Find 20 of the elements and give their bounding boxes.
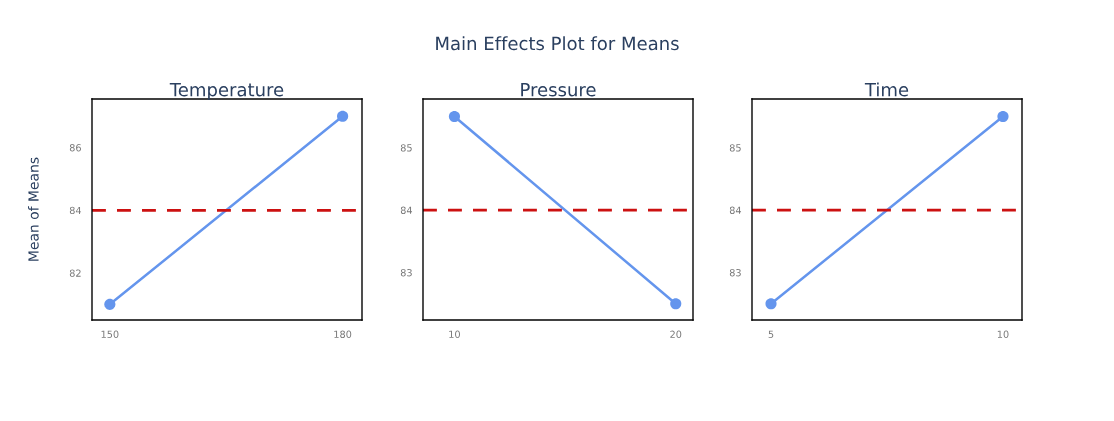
text: Main Effects Plot for Means [436, 36, 679, 51]
y-tick-label: 86 [69, 144, 81, 152]
y-tick-label: 83 [729, 269, 741, 277]
y-tick-label: 83 [400, 269, 412, 277]
y-tick-label: 85 [729, 144, 741, 152]
y-tick-label: 84 [69, 206, 82, 215]
chart-title: Temperature [169, 83, 284, 100]
chart-title: Pressure [521, 83, 596, 97]
x-tick-label: 10 [449, 330, 460, 338]
x-tick-label: 20 [670, 330, 682, 338]
x-tick-label: 180 [334, 330, 352, 338]
y-tick-label: 84 [400, 206, 413, 214]
y-tick-label: 85 [400, 144, 412, 152]
x-tick-label: 10 [997, 330, 1009, 338]
chart-title: Time [864, 82, 909, 97]
y-axis-title: Mean of Means [27, 157, 39, 261]
y-tick-label: 82 [69, 269, 81, 277]
x-tick-label: 150 [101, 330, 119, 338]
x-tick-label: 5 [768, 330, 774, 338]
y-tick-label: 84 [729, 206, 742, 214]
